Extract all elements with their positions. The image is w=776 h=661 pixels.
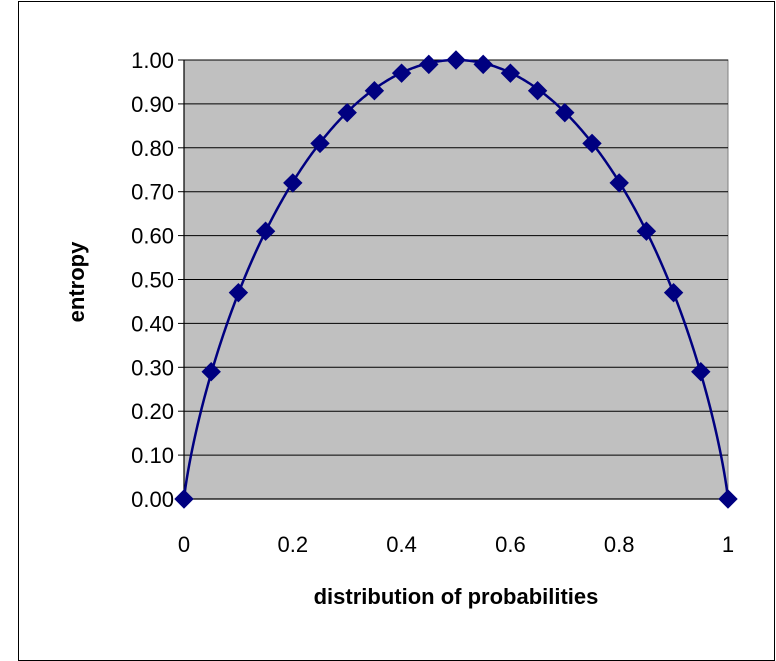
data-point: [691, 361, 711, 382]
data-point: [500, 63, 521, 83]
data-point: [446, 50, 466, 70]
data-point: [228, 282, 249, 303]
y-tick-label: 0.80: [131, 136, 174, 161]
tick-labels-group: 0.000.100.200.300.400.500.600.700.800.90…: [131, 48, 734, 557]
y-tick-label: 0.90: [131, 92, 174, 117]
y-tick-label: 1.00: [131, 48, 174, 73]
data-point: [283, 173, 303, 193]
data-point: [582, 133, 602, 154]
y-tick-label: 0.50: [131, 268, 174, 293]
data-point: [391, 63, 412, 83]
y-tick-label: 0.00: [131, 487, 174, 512]
y-tick-label: 0.40: [131, 311, 174, 336]
x-tick-label: 0.2: [278, 532, 309, 557]
data-point: [636, 221, 657, 241]
x-tick-label: 1: [722, 532, 734, 557]
data-point: [663, 282, 684, 303]
data-point: [473, 54, 493, 75]
data-point: [364, 81, 385, 101]
x-tick-label: 0: [178, 532, 190, 557]
y-tick-label: 0.20: [131, 399, 174, 424]
series-markers-group: [174, 50, 738, 509]
data-point: [555, 102, 575, 123]
y-tick-label: 0.10: [131, 443, 174, 468]
y-tick-label: 0.30: [131, 355, 174, 380]
x-tick-label: 0.4: [386, 532, 417, 557]
data-point: [609, 173, 629, 193]
y-tick-label: 0.60: [131, 224, 174, 249]
axes-group: [178, 59, 728, 500]
x-tick-label: 0.8: [604, 532, 635, 557]
x-axis-title: distribution of probabilities: [314, 584, 599, 609]
x-tick-label: 0.6: [495, 532, 526, 557]
data-point: [419, 54, 439, 75]
data-point: [201, 361, 221, 382]
data-point: [255, 221, 276, 241]
y-axis-title: entropy: [64, 241, 89, 322]
y-tick-label: 0.70: [131, 180, 174, 205]
data-point: [337, 102, 357, 123]
data-point: [174, 489, 194, 509]
data-point: [527, 81, 548, 101]
data-point: [718, 489, 738, 509]
data-point: [310, 133, 330, 154]
